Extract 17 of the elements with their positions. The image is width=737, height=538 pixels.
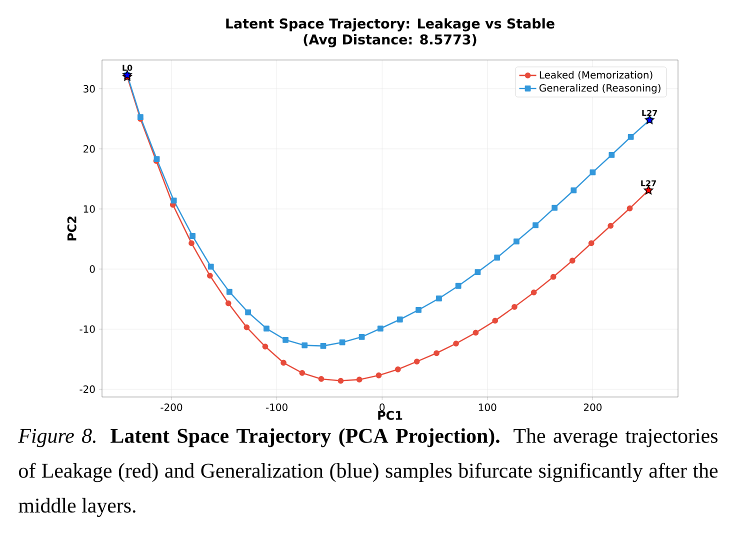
y-tick-label: -10 [80, 325, 95, 333]
y-axis-title: PC2 [67, 216, 76, 240]
chart-title: Latent Space Trajectory: Leakage vs Stable (Avg Distance: 8.5773) [226, 18, 554, 48]
x-tick-label: 100 [479, 404, 496, 412]
text: Figure 8. Latent Space Trajectory (PCA Projection). The average trajectories of Leakage (red) and Generalization (blue) samples bifurcate significantly after the middle layers. [18, 428, 718, 517]
y-tick-label: 20 [84, 145, 95, 153]
legend-label: Generalized (Reasoning) [540, 84, 660, 94]
x-tick-label: -100 [266, 404, 288, 412]
x-axis-title: PC1 [378, 410, 402, 420]
y-tick-label: 0 [90, 265, 95, 273]
y-tick-label: 10 [84, 205, 95, 213]
x-tick-label: -200 [160, 404, 182, 412]
y-tick-label: -20 [80, 385, 95, 393]
y-tick-label: 30 [84, 85, 95, 93]
x-tick-label: 200 [584, 404, 602, 412]
x-tick-label: 0 [380, 404, 385, 412]
legend-label: Leaked (Memorization) [540, 70, 652, 80]
